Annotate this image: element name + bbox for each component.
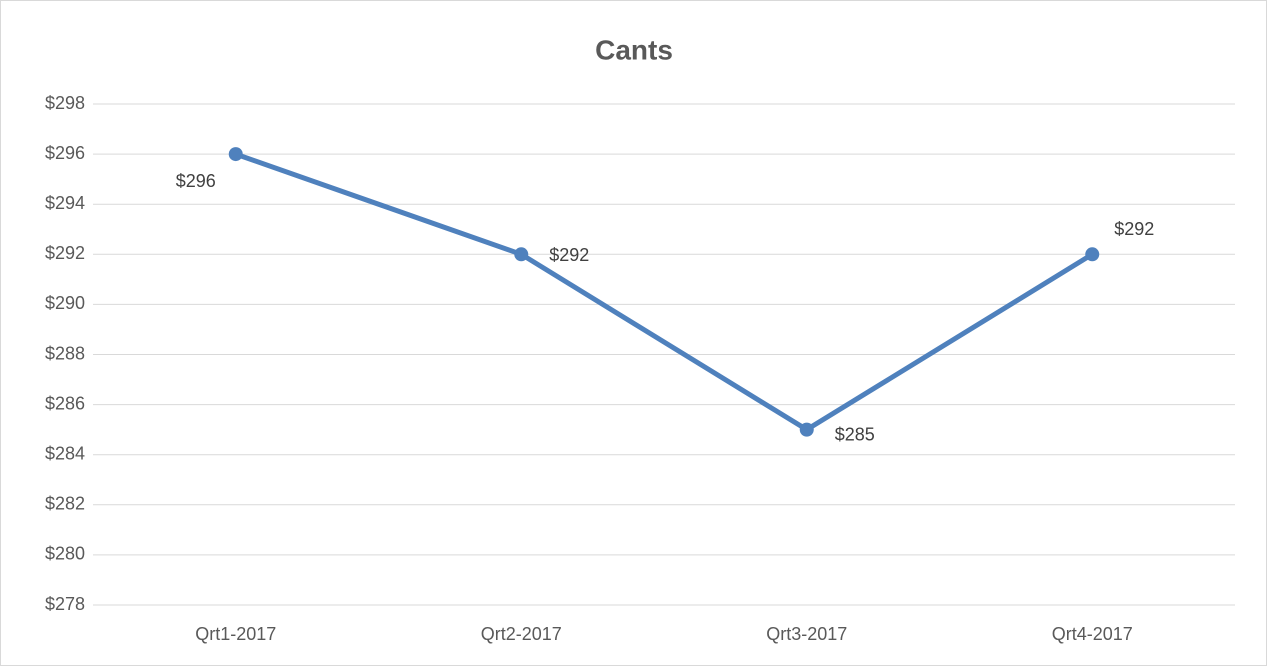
y-tick-label: $294 [45, 193, 85, 213]
y-tick-label: $298 [45, 93, 85, 113]
x-tick-label: Qrt3-2017 [766, 624, 847, 644]
y-tick-label: $288 [45, 343, 85, 363]
data-label: $292 [1114, 219, 1154, 239]
y-tick-label: $284 [45, 443, 85, 463]
y-tick-label: $292 [45, 243, 85, 263]
point [228, 147, 243, 162]
y-tick-label: $286 [45, 393, 85, 413]
x-tick-label: Qrt4-2017 [1052, 624, 1133, 644]
point [1085, 247, 1100, 262]
chart-title: Cants [595, 34, 673, 65]
x-tick-label: Qrt1-2017 [195, 624, 276, 644]
data-label: $292 [549, 245, 589, 265]
y-tick-label: $278 [45, 594, 85, 614]
y-tick-label: $296 [45, 143, 85, 163]
y-tick-label: $282 [45, 494, 85, 514]
point [514, 247, 529, 262]
series-line [234, 151, 1094, 433]
data-label: $296 [176, 171, 216, 191]
y-tick-label: $280 [45, 544, 85, 564]
point [799, 422, 814, 437]
x-tick-label: Qrt2-2017 [481, 624, 562, 644]
y-tick-label: $290 [45, 293, 85, 313]
data-label: $285 [835, 424, 875, 444]
